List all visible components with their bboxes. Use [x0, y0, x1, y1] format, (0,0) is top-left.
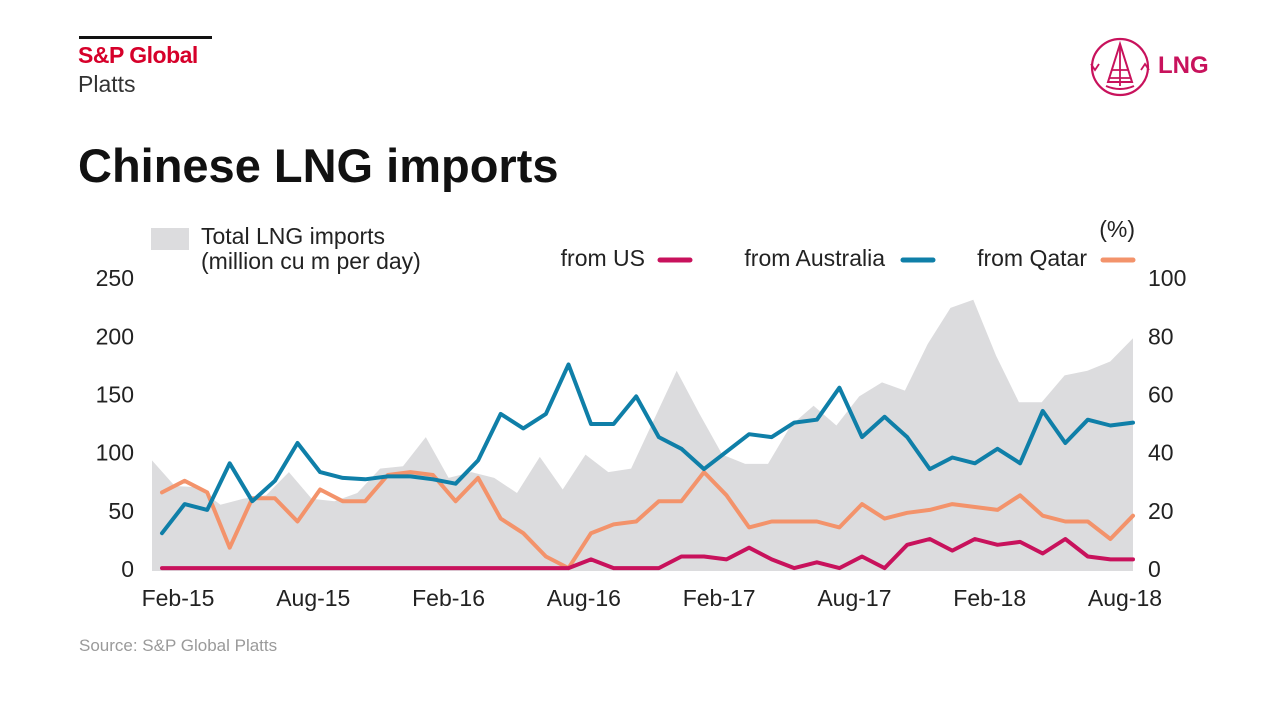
series-line-from-us — [160, 537, 1135, 571]
right-axis-unit: (%) — [1099, 216, 1135, 242]
x-axis-tick-label: Aug-15 — [276, 585, 350, 611]
legend-area-label-1: Total LNG imports — [201, 223, 385, 249]
left-axis-tick-label: 0 — [121, 556, 134, 582]
brand-logo-name: S&P Global — [78, 42, 198, 68]
left-axis-tick-label: 200 — [96, 323, 134, 349]
right-axis-tick-label: 60 — [1148, 381, 1174, 407]
lng-badge-label: LNG — [1158, 52, 1209, 79]
legend-area-swatch — [151, 228, 189, 250]
left-axis-tick-label: 150 — [96, 381, 134, 407]
legend-area-label-2: (million cu m per day) — [201, 248, 421, 274]
series-line-from-australia — [160, 362, 1135, 536]
x-axis-tick-label: Feb-17 — [683, 585, 756, 611]
x-axis-tick-label: Aug-18 — [1088, 585, 1162, 611]
legend-us-label: from US — [561, 245, 645, 271]
series-line-from-qatar — [160, 470, 1135, 571]
legend-qatar-label: from Qatar — [977, 245, 1087, 271]
left-axis-tick-label: 50 — [108, 498, 134, 524]
right-axis-tick-label: 0 — [1148, 556, 1161, 582]
x-axis-tick-label: Feb-18 — [953, 585, 1026, 611]
brand-rule — [79, 36, 212, 39]
brand-logo-sub: Platts — [78, 71, 136, 97]
right-axis-tick-label: 20 — [1148, 498, 1174, 524]
x-axis-tick-label: Aug-17 — [817, 585, 891, 611]
x-axis-tick-label: Feb-15 — [142, 585, 215, 611]
area-total-lng-imports — [152, 299, 1133, 571]
lng-badge: LNG — [1086, 36, 1220, 98]
left-axis-tick-label: 250 — [96, 265, 134, 291]
right-axis-tick-label: 100 — [1148, 265, 1186, 291]
x-axis-tick-label: Aug-16 — [547, 585, 621, 611]
x-axis-tick-label: Feb-16 — [412, 585, 485, 611]
source-note: Source: S&P Global Platts — [79, 636, 278, 655]
right-axis-tick-label: 40 — [1148, 440, 1174, 466]
lng-tanker-icon — [1090, 37, 1150, 97]
legend-australia-label: from Australia — [744, 245, 885, 271]
left-axis-tick-label: 100 — [96, 440, 134, 466]
right-axis-tick-label: 80 — [1148, 323, 1174, 349]
chart-title: Chinese LNG imports — [78, 139, 559, 192]
